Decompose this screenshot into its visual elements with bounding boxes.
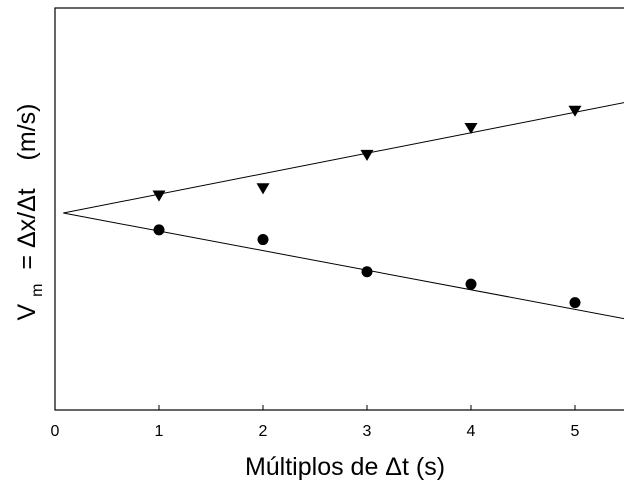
circle-point [569,297,581,309]
x-tick-label: 2 [259,423,268,440]
circle-point [257,234,269,246]
plot-frame [54,7,624,411]
triangle-point [360,149,374,161]
x-tick-label: 5 [571,423,580,440]
x-tick-label: 4 [467,423,476,440]
svg-text:V m = Δx/Δt (m: V m = Δx/Δt (m/s) [13,104,48,321]
triangle-point [464,122,478,135]
triangle-point [152,190,166,202]
fit-line-0 [63,102,624,214]
circle-point [361,266,373,278]
markers [152,105,582,309]
circle-point [153,224,165,236]
x-ticks: 0 1 2 3 4 5 [51,405,580,440]
y-axis-title: V m = Δx/Δt (m/s) [13,104,48,321]
y-axis-title-main: V [13,303,41,320]
triangle-point [256,183,270,195]
x-tick-label: 3 [363,423,372,440]
triangle-point [568,105,582,117]
y-axis-title-rest: = Δx/Δt (m/s) [13,104,41,277]
y-axis-title-subscript: m [29,283,46,296]
x-axis-title: Múltiplos de Δt (s) [245,453,445,481]
fit-lines [63,102,624,320]
x-tick-label: 1 [155,423,164,440]
x-tick-label: 0 [51,423,60,440]
circle-point [465,278,477,290]
fit-line-1 [63,212,624,320]
